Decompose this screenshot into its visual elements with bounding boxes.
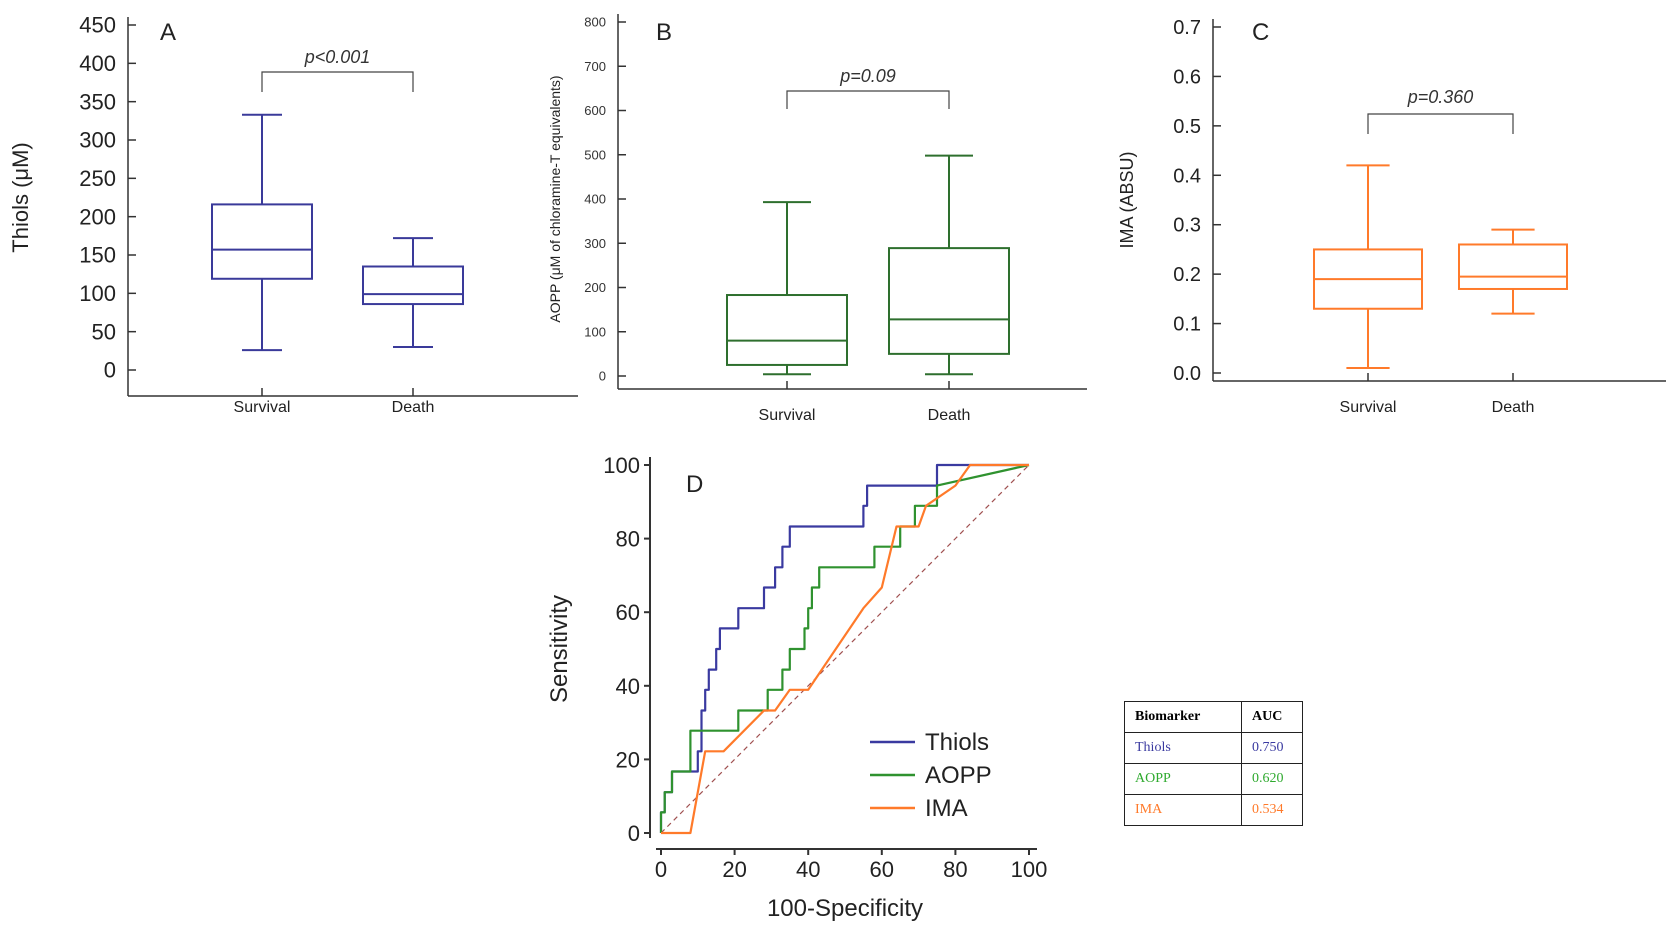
- panel-d-reference-diagonal: [660, 464, 1030, 834]
- panel-a-letter: A: [160, 19, 176, 46]
- panel-a-y-tick-label: 400: [79, 51, 116, 76]
- panel-a-box-survival: [211, 203, 313, 280]
- panel-d-x-tick-label: 20: [722, 857, 746, 882]
- panel-d-y-tick-label: 40: [616, 674, 640, 699]
- panel-d-x-tick-label: 100: [1011, 857, 1048, 882]
- auc-name-ima: IMA: [1124, 794, 1242, 826]
- auc-table: Biomarker AUC Thiols 0.750 AOPP 0.620 IM…: [1124, 701, 1303, 826]
- panel-c-letter: C: [1252, 19, 1269, 46]
- panel-d-y-axis-label: Sensitivity: [546, 595, 573, 703]
- auc-row-thiols: Thiols 0.750: [1124, 732, 1303, 764]
- panel-b-box-death: [888, 247, 1010, 355]
- panel-c-y-tick-label: 0.2: [1173, 264, 1201, 286]
- panel-d-x-tick-label: 40: [796, 857, 820, 882]
- panel-b-category-label-survival: Survival: [759, 407, 816, 424]
- auc-value-aopp: 0.620: [1241, 763, 1303, 795]
- panel-a-y-axis-label: Thiols (μM): [8, 142, 33, 252]
- panel-b-category-label-death: Death: [928, 407, 971, 424]
- auc-name-aopp: AOPP: [1124, 763, 1242, 795]
- panel-c-category-label-death: Death: [1492, 399, 1535, 416]
- panel-b-y-axis-label: AOPP (μM of chloramine-T equivalents): [547, 75, 563, 322]
- panel-a-box-death: [362, 265, 464, 306]
- panel-a-y-tick-label: 250: [79, 166, 116, 191]
- panel-b-y-tick-label: 200: [584, 280, 606, 295]
- panel-c-y-axis-label: IMA (ABSU): [1117, 151, 1137, 248]
- panel-d-y-tick-label: 60: [616, 600, 640, 625]
- panel-a-y-tick-label: 300: [79, 128, 116, 153]
- panel-c-y-tick-label: 0.5: [1173, 116, 1201, 138]
- panel-a-category-label-death: Death: [392, 399, 435, 416]
- panel-d-x-tick-label: 0: [655, 857, 667, 882]
- panel-a-y-tick-label: 150: [79, 243, 116, 268]
- panel-a-y-tick-label: 50: [92, 319, 116, 344]
- panel-b-y-tick-label: 800: [584, 15, 606, 30]
- legend-label-thiols: Thiols: [925, 729, 989, 756]
- panel-a-y-tick-label: 100: [79, 281, 116, 306]
- roc-curve-ima: [661, 463, 1029, 835]
- panel-d-letter: D: [686, 471, 703, 498]
- auc-header-biomarker: Biomarker: [1124, 701, 1242, 733]
- panel-c-box-death: [1458, 243, 1568, 290]
- panel-d-y-tick-label: 20: [616, 747, 640, 772]
- panel-b-significance-bracket: [786, 90, 950, 109]
- panel-c-category-label-survival: Survival: [1340, 399, 1397, 416]
- panel-c-p-value: p=0.360: [1407, 87, 1474, 107]
- panel-c-y-tick-label: 0.7: [1173, 17, 1201, 39]
- panel-b-letter: B: [656, 19, 672, 46]
- panel-a-category-label-survival: Survival: [234, 399, 291, 416]
- panel-a-significance-bracket: [261, 71, 414, 92]
- panel-a-y-tick-label: 450: [79, 13, 116, 38]
- auc-row-aopp: AOPP 0.620: [1124, 763, 1303, 795]
- panel-b-y-tick-label: 400: [584, 192, 606, 207]
- auc-value-thiols: 0.750: [1241, 732, 1303, 764]
- auc-name-thiols: Thiols: [1124, 732, 1242, 764]
- panel-c-y-tick-label: 0.0: [1173, 363, 1201, 385]
- panel-c-significance-bracket: [1367, 113, 1514, 134]
- panel-c-y-tick-label: 0.3: [1173, 215, 1201, 237]
- panel-b-y-tick-label: 700: [584, 59, 606, 74]
- panel-a-y-tick-label: 0: [104, 358, 116, 383]
- panel-b-y-tick-label: 0: [599, 369, 606, 384]
- panel-c-y-tick-label: 0.4: [1173, 165, 1201, 187]
- panel-b-y-tick-label: 100: [584, 324, 606, 339]
- panel-d-y-tick-label: 80: [616, 527, 640, 552]
- panel-d-y-tick-label: 100: [603, 453, 640, 478]
- panel-b-y-tick-label: 500: [584, 147, 606, 162]
- panel-c-y-tick-label: 0.1: [1173, 314, 1201, 336]
- auc-value-ima: 0.534: [1241, 794, 1303, 826]
- auc-header-auc: AUC: [1241, 701, 1303, 733]
- panel-d-y-tick-label: 0: [628, 821, 640, 846]
- legend-label-ima: IMA: [925, 795, 968, 822]
- panel-d-x-tick-label: 80: [943, 857, 967, 882]
- panel-b-p-value: p=0.09: [839, 66, 896, 86]
- panel-a-p-value: p<0.001: [304, 47, 371, 67]
- panel-b-y-tick-label: 600: [584, 103, 606, 118]
- panel-b-box-survival: [726, 294, 848, 366]
- panel-d-x-axis-label: 100-Specificity: [767, 895, 923, 922]
- panel-b-y-tick-label: 300: [584, 236, 606, 251]
- auc-table-header: Biomarker AUC: [1124, 701, 1303, 733]
- panel-c-y-tick-label: 0.6: [1173, 66, 1201, 88]
- auc-row-ima: IMA 0.534: [1124, 794, 1303, 826]
- legend-label-aopp: AOPP: [925, 762, 992, 789]
- panel-d-x-tick-label: 60: [870, 857, 894, 882]
- panel-a-y-tick-label: 200: [79, 204, 116, 229]
- panel-a-y-tick-label: 350: [79, 89, 116, 114]
- roc-curve-aopp: [659, 463, 1030, 833]
